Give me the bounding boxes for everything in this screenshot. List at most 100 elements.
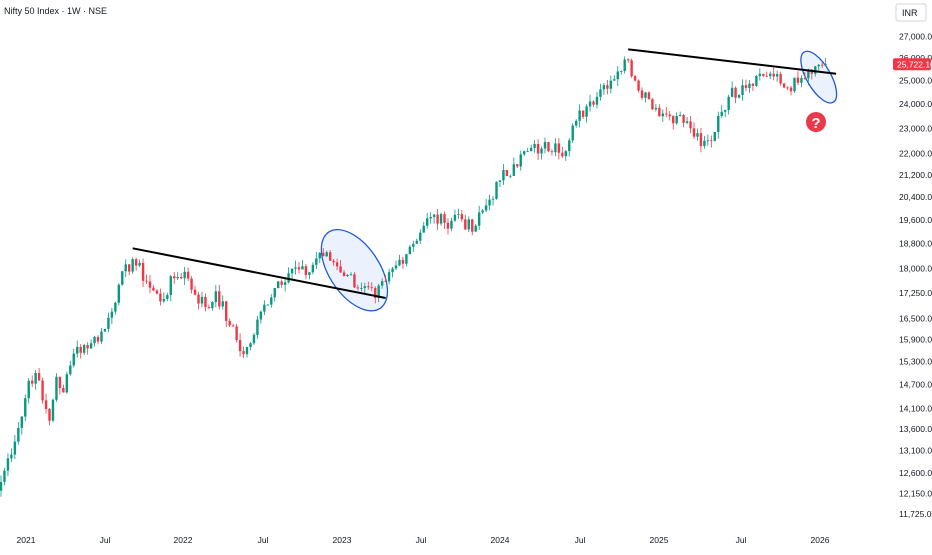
- candle: [498, 180, 502, 188]
- candle: [82, 343, 86, 356]
- highlight-ellipse[interactable]: [308, 218, 401, 322]
- candle: [425, 212, 429, 229]
- x-tick-label: Jul: [100, 535, 111, 545]
- candle: [394, 260, 398, 270]
- y-tick-label: 13,600.00: [899, 424, 932, 434]
- candle: [308, 271, 311, 280]
- candle: [509, 174, 512, 179]
- trendline[interactable]: [132, 247, 386, 299]
- candle: [762, 73, 765, 78]
- candle: [578, 104, 581, 128]
- candle: [678, 111, 682, 117]
- candle: [141, 258, 145, 287]
- candle: [588, 94, 592, 112]
- candle: [526, 147, 529, 152]
- candle: [415, 238, 418, 244]
- candle: [554, 138, 557, 157]
- candle: [65, 371, 69, 394]
- trendline[interactable]: [628, 48, 837, 75]
- candle: [484, 198, 488, 213]
- candle: [457, 208, 460, 219]
- candle: [734, 86, 737, 104]
- candle: [145, 274, 148, 285]
- candle: [277, 280, 280, 289]
- candle: [595, 92, 599, 109]
- candle: [786, 86, 789, 91]
- candle: [772, 67, 775, 81]
- candle: [110, 307, 114, 324]
- x-tick-label: Jul: [575, 535, 586, 545]
- candle: [325, 250, 328, 258]
- x-tick-label: Jul: [416, 535, 427, 545]
- candle: [477, 205, 481, 230]
- candle: [769, 71, 772, 80]
- candle: [41, 377, 44, 404]
- candle: [516, 164, 519, 169]
- candle: [568, 138, 571, 157]
- candle: [665, 107, 668, 118]
- y-tick-label: 20,400.00: [899, 192, 932, 202]
- candle: [311, 262, 315, 275]
- candle: [672, 115, 675, 130]
- candle: [429, 212, 432, 224]
- candle: [432, 214, 436, 224]
- x-tick-label: 2023: [333, 535, 352, 545]
- candle: [238, 333, 242, 357]
- candle: [495, 181, 498, 200]
- last-price-label: 25,722.10: [897, 59, 932, 69]
- time-axis[interactable]: 2021 Jul 2022 Jul 2023 Jul 2024 Jul 2025 Jul 2026: [17, 535, 830, 545]
- candle: [349, 272, 353, 276]
- candle: [100, 328, 103, 344]
- candle: [207, 304, 211, 309]
- question-mark-icon: ?: [806, 112, 826, 132]
- candle: [630, 58, 633, 78]
- candle: [30, 375, 34, 388]
- candle: [155, 289, 159, 295]
- candle: [647, 91, 651, 100]
- candle: [339, 259, 342, 274]
- candle: [640, 87, 644, 101]
- candle: [69, 360, 72, 376]
- candle: [256, 315, 259, 339]
- candle: [377, 283, 380, 303]
- x-tick-label: Jul: [258, 535, 269, 545]
- candle: [200, 291, 204, 308]
- candle: [148, 275, 152, 294]
- candle: [599, 83, 602, 101]
- candle: [391, 266, 394, 278]
- candle: [543, 137, 547, 154]
- candle: [24, 394, 27, 422]
- y-tick-label: 21,200.00: [899, 170, 932, 180]
- candle: [301, 259, 304, 270]
- candle: [439, 212, 443, 226]
- candle: [696, 128, 699, 141]
- candle: [616, 66, 619, 87]
- x-tick-label: 2024: [491, 535, 510, 545]
- candle: [779, 71, 782, 86]
- candle: [789, 85, 793, 96]
- candle: [720, 105, 723, 118]
- candle: [803, 71, 807, 80]
- candle: [609, 75, 613, 94]
- candle: [76, 340, 79, 358]
- currency-box[interactable]: [895, 3, 927, 22]
- candle: [322, 248, 325, 257]
- candle: [481, 208, 484, 215]
- candle: [387, 268, 391, 285]
- y-tick-label: 25,000.00: [899, 76, 932, 86]
- price-axis[interactable]: 27,000.00 26,000.00 25,000.00 24,000.00 23,0…: [899, 32, 932, 520]
- question-mark-glyph: ?: [811, 115, 820, 132]
- candle: [37, 368, 41, 381]
- candle: [748, 80, 751, 93]
- candle: [169, 275, 172, 302]
- candle: [730, 81, 734, 98]
- candle: [294, 260, 297, 275]
- candle: [401, 256, 405, 269]
- candle: [471, 218, 474, 236]
- x-tick-label: 2021: [17, 535, 36, 545]
- candle: [467, 216, 470, 233]
- candle: [703, 135, 706, 149]
- candle: [658, 104, 661, 117]
- candle: [737, 94, 741, 99]
